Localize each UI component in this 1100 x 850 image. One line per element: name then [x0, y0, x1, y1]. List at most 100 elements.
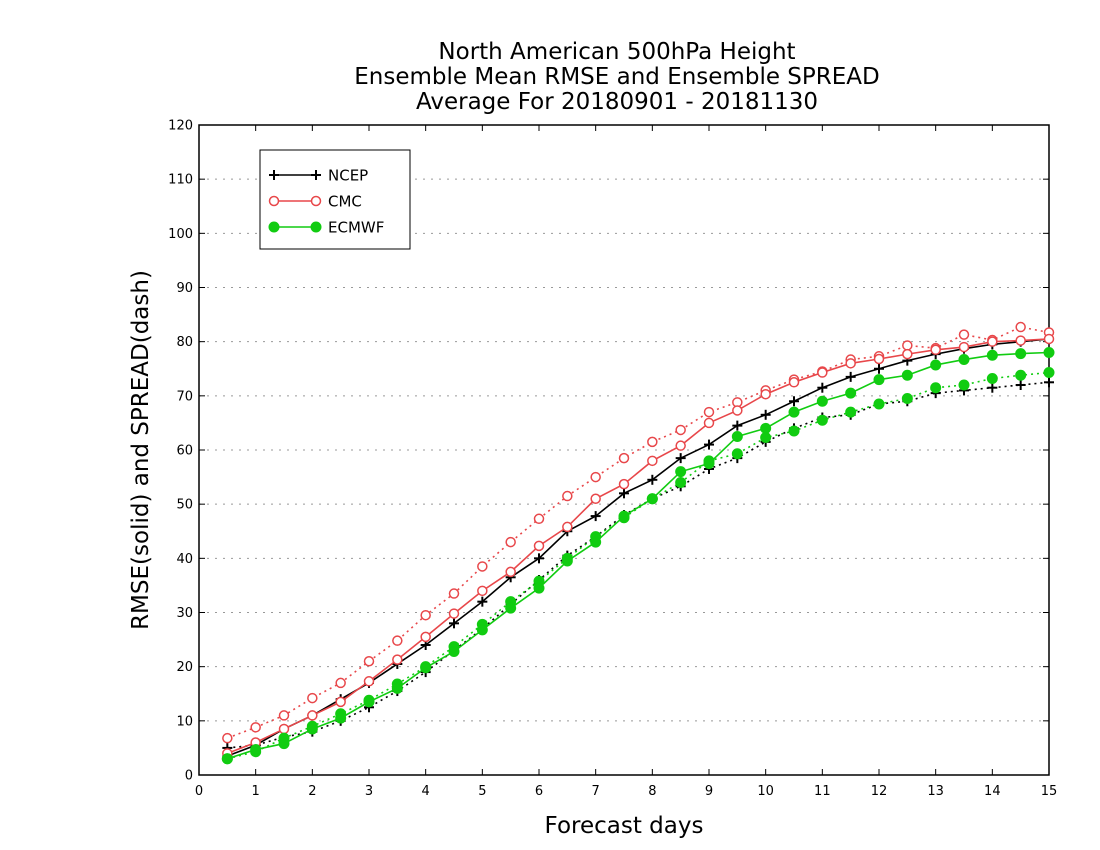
cmc-spread-point [448, 588, 460, 599]
cmc-rmse-point [505, 566, 516, 578]
y-tick-label: 90 [176, 281, 193, 296]
cmc-rmse-point [1015, 335, 1026, 346]
x-tick-label: 8 [648, 784, 656, 799]
cmc-rmse-point [760, 388, 771, 400]
cmc-rmse-point [562, 521, 573, 533]
cmc-rmse-point [363, 676, 375, 687]
cmc-spread-point [647, 436, 658, 448]
ncep-rmse-point [704, 439, 714, 450]
x-tick-label: 2 [308, 784, 316, 799]
cmc-spread-point [250, 722, 261, 733]
x-tick-label: 7 [592, 784, 600, 799]
ecmwf-rmse-point [816, 395, 828, 407]
ecmwf-spread-point [845, 406, 857, 418]
ncep-rmse-point [534, 553, 544, 564]
x-tick-label: 0 [195, 784, 203, 799]
cmc-rmse-point [902, 348, 913, 360]
y-tick-label: 30 [176, 606, 193, 621]
x-tick-label: 1 [252, 784, 260, 799]
ncep-rmse-point [675, 453, 686, 464]
y-tick-label: 40 [176, 552, 193, 567]
ncep-rmse-point [845, 371, 856, 382]
ecmwf-spread-point [816, 414, 828, 426]
ecmwf-spread-point [873, 398, 885, 410]
ncep-rmse-point [619, 488, 629, 499]
cmc-spread-point [335, 677, 346, 689]
ecmwf-spread-point [731, 448, 743, 460]
ecmwf-rmse-point [901, 369, 913, 381]
y-axis-label: RMSE(solid) and SPREAD(dash) [128, 270, 154, 630]
chart-title-line-1: North American 500hPa Height [438, 39, 795, 65]
cmc-rmse-point [448, 608, 460, 619]
legend-marker-right-ncep [311, 170, 321, 180]
ecmwf-spread-point [1043, 367, 1055, 379]
ecmwf-spread-point [986, 373, 998, 384]
x-tick-label: 9 [705, 784, 713, 799]
legend-marker-right-cmc [310, 195, 322, 207]
ecmwf-rmse-point [590, 536, 602, 548]
ecmwf-rmse-point [221, 753, 233, 765]
cmc-rmse-point [930, 344, 941, 356]
ecmwf-rmse-point [335, 712, 347, 724]
cmc-rmse-point [533, 540, 545, 552]
ncep-rmse-point [449, 618, 459, 629]
ecmwf-rmse-point [873, 374, 885, 386]
ecmwf-rmse-point [533, 582, 545, 594]
y-tick-label: 20 [176, 660, 193, 675]
ecmwf-rmse-point [448, 646, 460, 657]
cmc-spread-point [222, 732, 233, 744]
x-tick-label: 13 [927, 784, 944, 799]
series-cmc [222, 321, 1055, 759]
x-tick-label: 10 [757, 784, 774, 799]
series-group [221, 321, 1055, 765]
x-tick-label: 11 [814, 784, 831, 799]
ecmwf-rmse-point [646, 493, 658, 505]
ncep-rmse-point [789, 396, 799, 407]
cmc-spread-point [363, 656, 375, 667]
cmc-rmse-point [703, 417, 715, 429]
cmc-spread-point [958, 329, 970, 340]
legend-label-ncep: NCEP [328, 167, 368, 185]
cmc-spread-line [227, 326, 1050, 739]
y-tick-label: 60 [176, 444, 193, 459]
cmc-rmse-point [845, 358, 856, 369]
y-tick-label: 120 [168, 119, 193, 134]
cmc-spread-point [675, 424, 686, 436]
ecmwf-rmse-point [760, 422, 772, 434]
cmc-rmse-line [227, 338, 1050, 755]
gridlines [199, 178, 1049, 722]
cmc-rmse-point [307, 710, 318, 721]
cmc-spread-point [703, 406, 715, 418]
cmc-spread-point [420, 609, 431, 621]
cmc-rmse-point [590, 493, 601, 504]
cmc-spread-point [307, 692, 318, 704]
ecmwf-rmse-point [1015, 348, 1027, 360]
x-tick-label: 4 [422, 784, 430, 799]
series-ecmwf [221, 347, 1055, 765]
y-tick-label: 10 [176, 714, 193, 729]
cmc-spread-point [278, 710, 290, 721]
ecmwf-spread-point [930, 382, 942, 394]
ecmwf-rmse-point [1043, 347, 1055, 358]
y-tick-label: 110 [168, 173, 193, 188]
legend-marker-left-cmc [268, 195, 280, 207]
cmc-rmse-point [987, 336, 998, 347]
ncep-spread-point [1044, 377, 1054, 388]
cmc-rmse-point [278, 723, 290, 735]
y-tick-label: 70 [176, 389, 193, 404]
ncep-rmse-point [590, 511, 601, 522]
ecmwf-spread-point [760, 432, 772, 444]
legend-label-ecmwf: ECMWF [328, 219, 384, 237]
ecmwf-rmse-point [250, 744, 262, 756]
ecmwf-rmse-point [391, 682, 403, 694]
ecmwf-rmse-point [986, 349, 998, 361]
chart-title-line-2: Ensemble Mean RMSE and Ensemble SPREAD [354, 64, 879, 90]
ncep-spread-point [1015, 380, 1026, 390]
ecmwf-rmse-point [788, 406, 800, 418]
cmc-rmse-point [477, 585, 488, 597]
cmc-spread-point [505, 536, 516, 548]
ecmwf-spread-line [227, 371, 1050, 760]
ecmwf-rmse-point [675, 466, 687, 478]
